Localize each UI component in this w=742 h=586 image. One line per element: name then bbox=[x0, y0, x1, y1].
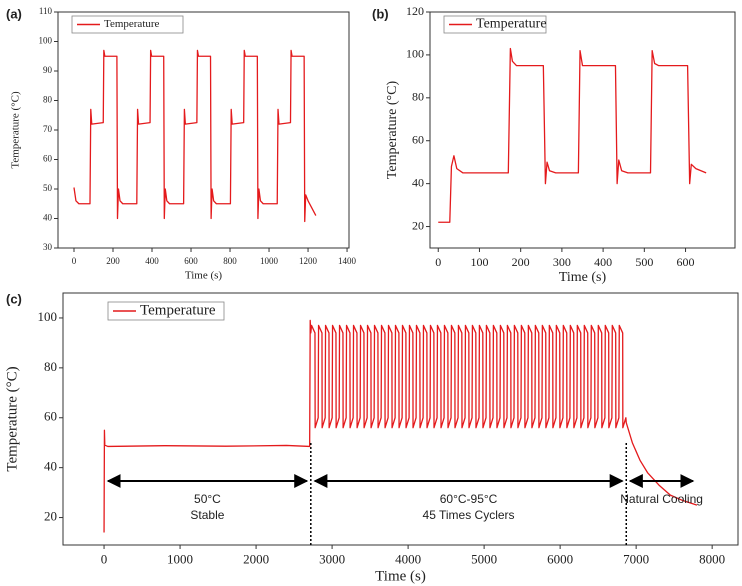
y-tick-label: 20 bbox=[412, 218, 424, 232]
phase-annotation: 60°C-95°C bbox=[440, 492, 498, 506]
y-tick-label: 20 bbox=[44, 509, 57, 524]
x-axis-title: Time (s) bbox=[559, 270, 607, 285]
x-tick-label: 1400 bbox=[338, 256, 357, 266]
x-tick-label: 400 bbox=[145, 256, 159, 266]
plot-frame bbox=[62, 292, 739, 546]
y-tick-label: 50 bbox=[43, 183, 53, 193]
y-tick-label: 100 bbox=[406, 47, 424, 61]
panel-label: (b) bbox=[372, 6, 389, 21]
x-tick-label: 4000 bbox=[395, 551, 421, 566]
y-tick-label: 100 bbox=[38, 309, 58, 324]
panel-label: (a) bbox=[6, 6, 22, 21]
y-tick-label: 80 bbox=[43, 95, 53, 105]
x-tick-label: 1000 bbox=[260, 256, 279, 266]
legend-label: Temperature bbox=[476, 17, 547, 32]
x-tick-label: 1000 bbox=[167, 551, 193, 566]
x-tick-label: 200 bbox=[106, 256, 120, 266]
phase-annotation: 50°C bbox=[194, 492, 221, 506]
x-tick-label: 100 bbox=[470, 255, 488, 269]
legend-box bbox=[71, 15, 184, 34]
x-tick-label: 0 bbox=[101, 551, 108, 566]
y-tick-label: 30 bbox=[43, 242, 53, 252]
x-tick-label: 600 bbox=[677, 255, 695, 269]
temperature-line bbox=[73, 49, 317, 223]
panel-label: (c) bbox=[6, 291, 22, 306]
phase-annotation: Stable bbox=[190, 508, 224, 522]
y-tick-label: 40 bbox=[44, 459, 57, 474]
temperature-line bbox=[438, 47, 707, 223]
x-tick-label: 0 bbox=[435, 255, 441, 269]
y-tick-label: 80 bbox=[412, 90, 424, 104]
x-tick-label: 3000 bbox=[319, 551, 345, 566]
phase-annotation: Natural Cooling bbox=[620, 492, 703, 506]
x-tick-label: 800 bbox=[223, 256, 237, 266]
y-tick-label: 80 bbox=[44, 359, 57, 374]
y-tick-label: 100 bbox=[39, 36, 53, 46]
y-tick-label: 60 bbox=[44, 409, 57, 424]
temperature-line bbox=[103, 319, 698, 533]
plot-frame bbox=[429, 11, 736, 249]
phase-annotation: 45 Times Cyclers bbox=[423, 508, 515, 522]
x-tick-label: 500 bbox=[635, 255, 653, 269]
x-tick-label: 0 bbox=[72, 256, 77, 266]
y-tick-label: 90 bbox=[43, 65, 53, 75]
y-tick-label: 40 bbox=[43, 213, 53, 223]
y-axis-title: Temperature (°C) bbox=[4, 366, 20, 471]
y-tick-label: 60 bbox=[43, 154, 53, 164]
x-tick-label: 1200 bbox=[299, 256, 318, 266]
y-axis-title: Temperature (°C) bbox=[385, 81, 400, 180]
x-tick-label: 6000 bbox=[547, 551, 573, 566]
legend-label: Temperature bbox=[104, 18, 160, 30]
y-tick-label: 120 bbox=[406, 4, 424, 18]
y-tick-label: 70 bbox=[43, 124, 53, 134]
x-tick-label: 200 bbox=[512, 255, 530, 269]
y-tick-label: 110 bbox=[39, 6, 53, 16]
plot-frame bbox=[57, 11, 350, 249]
legend-label: Temperature bbox=[140, 302, 216, 318]
x-tick-label: 2000 bbox=[243, 551, 269, 566]
legend-box bbox=[107, 301, 225, 321]
x-tick-label: 8000 bbox=[699, 551, 725, 566]
x-tick-label: 400 bbox=[594, 255, 612, 269]
x-axis-title: Time (s) bbox=[185, 270, 223, 282]
y-tick-label: 40 bbox=[412, 175, 424, 189]
legend-box bbox=[443, 15, 547, 34]
y-tick-label: 60 bbox=[412, 132, 424, 146]
x-tick-label: 7000 bbox=[623, 551, 649, 566]
x-tick-label: 300 bbox=[553, 255, 571, 269]
x-tick-label: 600 bbox=[184, 256, 198, 266]
x-tick-label: 5000 bbox=[471, 551, 497, 566]
y-axis-title: Temperature (°C) bbox=[10, 91, 22, 169]
x-axis-title: Time (s) bbox=[375, 568, 426, 584]
